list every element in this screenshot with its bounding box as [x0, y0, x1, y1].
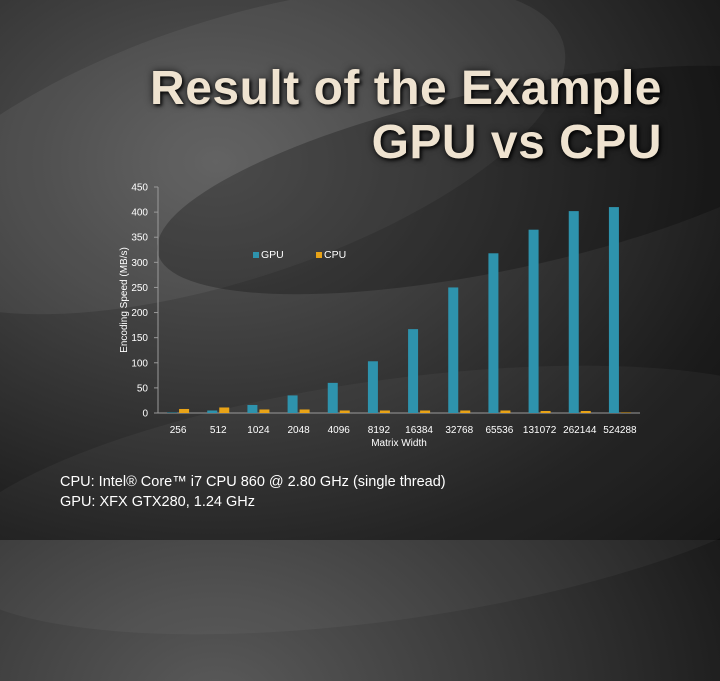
cpu-bar: [299, 409, 310, 413]
legend-label: GPU: [261, 249, 284, 261]
gpu-bar: [327, 382, 338, 413]
cpu-bar: [219, 407, 230, 413]
bar-chart: 0 50 100 150 200 250 300 350 400 450 256 512 1024 204…: [119, 183, 640, 449]
gpu-bar: [167, 412, 178, 413]
hardware-notes: CPU: Intel® Core™ i7 CPU 860 @ 2.80 GHz …: [60, 472, 446, 512]
x-tick-label: 16384: [405, 425, 433, 436]
gpu-bar: [247, 404, 258, 413]
y-tick-label: 150: [131, 333, 148, 344]
legend-swatch: [253, 252, 259, 258]
y-tick-label: 450: [131, 183, 148, 194]
gpu-bar: [448, 287, 459, 413]
x-tick-label: 8192: [368, 425, 391, 436]
x-tick-label: 1024: [247, 425, 270, 436]
gpu-bar: [568, 211, 579, 413]
slide-title-line-1: Result of the Example: [150, 62, 662, 115]
cpu-bar: [540, 410, 551, 413]
cpu-bar: [580, 410, 591, 413]
cpu-spec-text: CPU: Intel® Core™ i7 CPU 860 @ 2.80 GHz …: [60, 474, 446, 490]
cpu-bar: [179, 408, 190, 413]
x-axis-title: Matrix Width: [371, 438, 427, 449]
gpu-bar: [287, 395, 298, 413]
y-tick-label: 0: [142, 409, 148, 420]
x-tick-label: 524288: [603, 425, 637, 436]
gpu-bar: [528, 229, 539, 413]
x-tick-label: 256: [170, 425, 187, 436]
gpu-spec-text: GPU: XFX GTX280, 1.24 GHz: [60, 494, 256, 510]
y-tick-label: 100: [131, 358, 148, 369]
x-tick-label: 32768: [445, 425, 473, 436]
x-tick-label: 262144: [563, 425, 597, 436]
cpu-bar: [620, 412, 631, 413]
x-tick-label: 4096: [328, 425, 351, 436]
cpu-bar: [500, 410, 511, 413]
y-tick-label: 350: [131, 233, 148, 244]
gpu-bar: [207, 410, 218, 413]
gpu-bar: [408, 329, 419, 413]
slide-title-line-2: GPU vs CPU: [371, 116, 662, 169]
x-tick-label: 512: [210, 425, 227, 436]
x-tick-label: 65536: [486, 425, 514, 436]
y-axis-title: Encoding Speed (MB/s): [119, 247, 130, 353]
cpu-bar: [379, 410, 390, 413]
x-tick-label: 131072: [523, 425, 557, 436]
cpu-bar: [420, 410, 431, 413]
x-tick-label: 2048: [287, 425, 310, 436]
slide-title: Result of the Example GPU vs CPU: [150, 62, 662, 170]
cpu-bar: [259, 409, 270, 413]
y-tick-label: 200: [131, 308, 148, 319]
y-tick-label: 50: [137, 383, 149, 394]
cpu-bar: [339, 410, 350, 413]
y-tick-label: 400: [131, 208, 148, 219]
legend-swatch: [316, 252, 322, 258]
gpu-bar: [488, 253, 499, 413]
y-tick-label: 300: [131, 258, 148, 269]
cpu-bar: [460, 410, 471, 413]
legend-label: CPU: [324, 249, 346, 261]
gpu-bar: [608, 207, 619, 413]
gpu-bar: [367, 361, 378, 413]
y-tick-label: 250: [131, 283, 148, 294]
